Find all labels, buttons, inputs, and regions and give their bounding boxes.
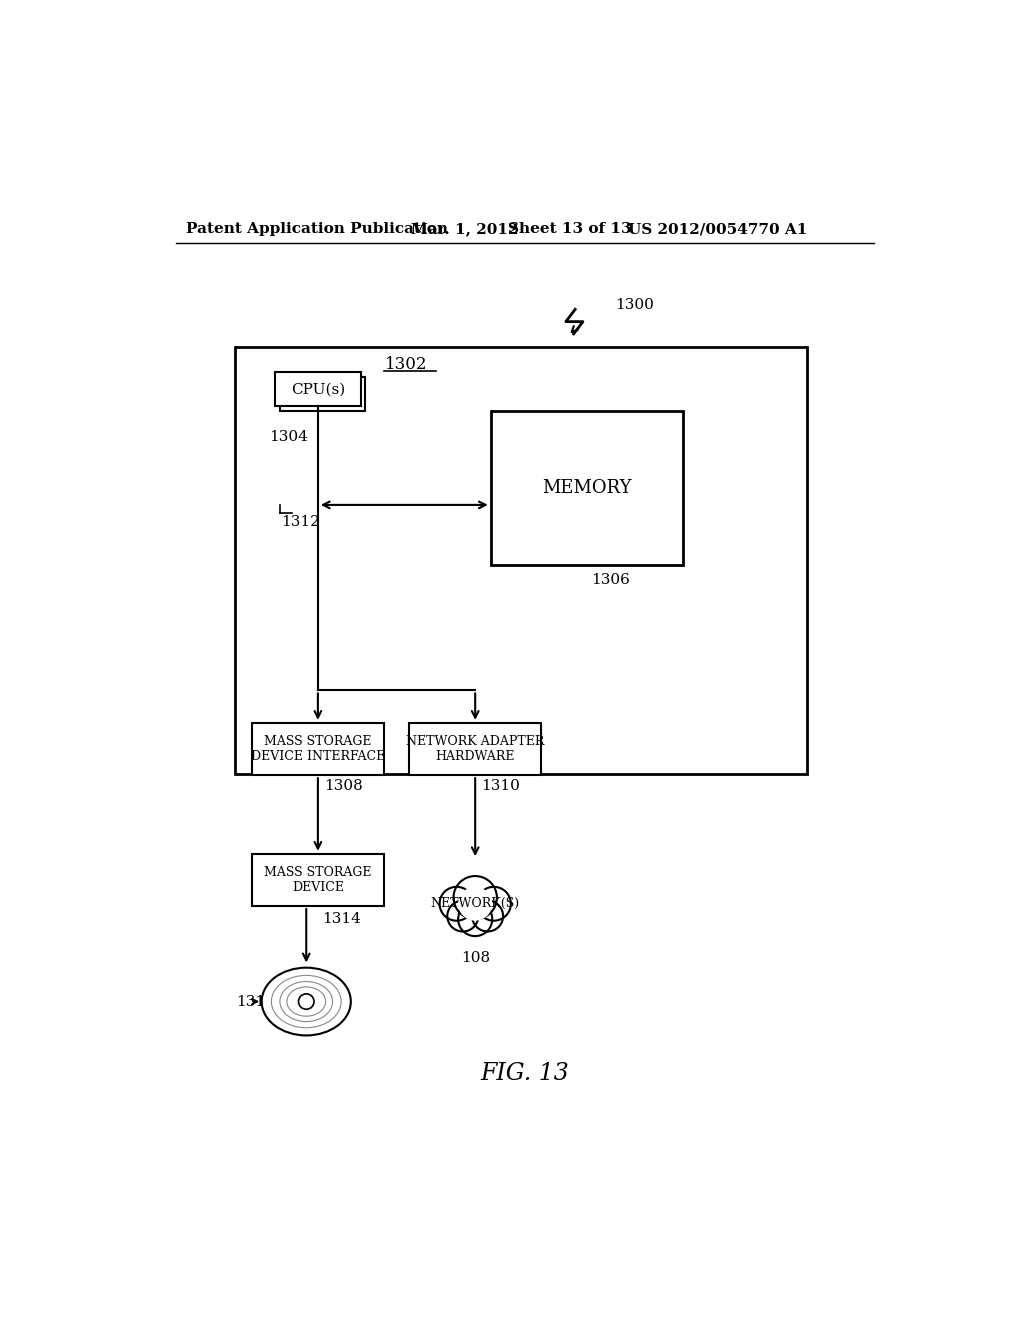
Ellipse shape bbox=[262, 968, 351, 1035]
Bar bbox=[490, 411, 683, 565]
Text: 1300: 1300 bbox=[614, 298, 653, 312]
Bar bbox=[410, 723, 541, 775]
Text: FIG. 13: FIG. 13 bbox=[480, 1061, 569, 1085]
Text: MASS STORAGE
DEVICE INTERFACE: MASS STORAGE DEVICE INTERFACE bbox=[251, 735, 385, 763]
Circle shape bbox=[447, 900, 478, 932]
Text: 1316: 1316 bbox=[237, 994, 275, 1008]
Text: Patent Application Publication: Patent Application Publication bbox=[186, 222, 449, 236]
Text: 1306: 1306 bbox=[592, 573, 631, 587]
Text: 108: 108 bbox=[461, 950, 489, 965]
Circle shape bbox=[472, 900, 503, 932]
Circle shape bbox=[439, 887, 474, 921]
Text: 1302: 1302 bbox=[385, 356, 428, 374]
Bar bbox=[280, 378, 366, 411]
Bar bbox=[252, 723, 384, 775]
Bar bbox=[252, 854, 384, 906]
Text: 1312: 1312 bbox=[282, 515, 321, 529]
Text: 1308: 1308 bbox=[324, 779, 362, 793]
Text: MEMORY: MEMORY bbox=[542, 479, 632, 496]
Circle shape bbox=[442, 871, 508, 936]
Text: 1304: 1304 bbox=[269, 430, 308, 444]
Bar bbox=[275, 372, 360, 407]
Circle shape bbox=[458, 887, 493, 921]
Bar bbox=[234, 347, 807, 775]
Circle shape bbox=[454, 876, 497, 919]
Text: US 2012/0054770 A1: US 2012/0054770 A1 bbox=[628, 222, 807, 236]
Circle shape bbox=[458, 903, 493, 936]
Text: NETWORK ADAPTER
HARDWARE: NETWORK ADAPTER HARDWARE bbox=[406, 735, 545, 763]
Text: CPU(s): CPU(s) bbox=[291, 383, 345, 396]
Text: NETWORK(S): NETWORK(S) bbox=[431, 898, 520, 911]
Text: MASS STORAGE
DEVICE: MASS STORAGE DEVICE bbox=[264, 866, 372, 894]
Circle shape bbox=[299, 994, 314, 1010]
Circle shape bbox=[477, 887, 511, 921]
Text: Mar. 1, 2012: Mar. 1, 2012 bbox=[411, 222, 518, 236]
Text: Sheet 13 of 13: Sheet 13 of 13 bbox=[508, 222, 632, 236]
Text: 1310: 1310 bbox=[481, 779, 520, 793]
Text: 1314: 1314 bbox=[322, 912, 360, 927]
